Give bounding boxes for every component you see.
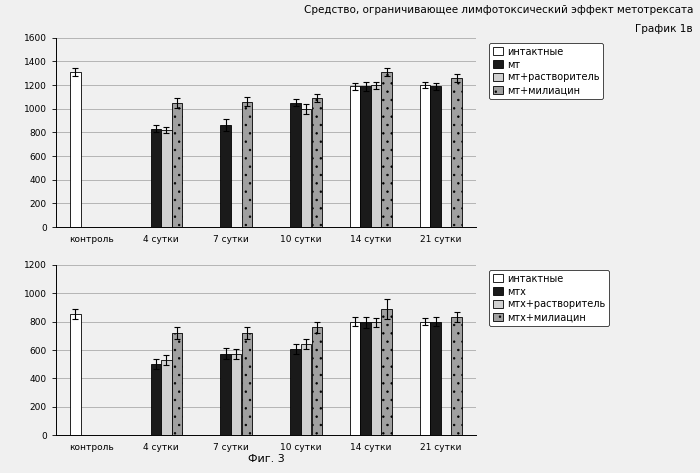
Bar (70, 72, 80, 227)
Bar (430, 86, 441, 227)
Legend: интактные, мтх, мтх+растворитель, мтх+милиацин: интактные, мтх, мтх+растворитель, мтх+ми… (489, 270, 609, 326)
Bar (420, 85, 430, 227)
Bar (241, 102, 252, 227)
Bar (150, 129, 161, 227)
Bar (360, 323, 371, 435)
Bar (301, 344, 312, 435)
Legend: интактные, мт, мт+растворитель, мт+милиацин: интактные, мт, мт+растворитель, мт+милиа… (489, 43, 603, 99)
Bar (241, 333, 252, 435)
Bar (360, 86, 371, 227)
Bar (290, 103, 301, 227)
Bar (290, 349, 301, 435)
Bar (161, 360, 172, 435)
Bar (382, 309, 392, 435)
Bar (220, 354, 231, 435)
Bar (430, 322, 441, 435)
Text: Средство, ограничивающее лимфотоксический эффект метотрексата: Средство, ограничивающее лимфотоксически… (304, 5, 693, 15)
Bar (420, 322, 430, 435)
Bar (350, 322, 360, 435)
Bar (382, 72, 392, 227)
Bar (70, 314, 80, 435)
Bar (312, 98, 322, 227)
Bar (301, 109, 312, 227)
Bar (371, 323, 382, 435)
Bar (371, 85, 382, 227)
Bar (161, 130, 172, 227)
Bar (220, 125, 231, 227)
Bar (172, 333, 182, 435)
Bar (452, 78, 462, 227)
Bar (312, 327, 322, 435)
Bar (452, 317, 462, 435)
Text: Фиг. 3: Фиг. 3 (248, 454, 284, 464)
Bar (231, 354, 241, 435)
Bar (172, 103, 182, 227)
Bar (350, 86, 360, 227)
Bar (150, 364, 161, 435)
Text: График 1в: График 1в (636, 24, 693, 34)
